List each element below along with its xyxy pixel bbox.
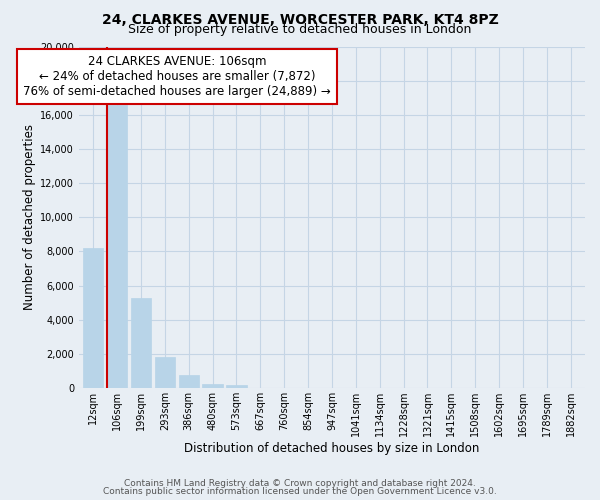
X-axis label: Distribution of detached houses by size in London: Distribution of detached houses by size … [184, 442, 479, 455]
Bar [155, 358, 175, 388]
Text: Contains HM Land Registry data © Crown copyright and database right 2024.: Contains HM Land Registry data © Crown c… [124, 478, 476, 488]
Bar [131, 298, 151, 388]
Text: Size of property relative to detached houses in London: Size of property relative to detached ho… [128, 22, 472, 36]
Bar [202, 384, 223, 388]
Text: Contains public sector information licensed under the Open Government Licence v3: Contains public sector information licen… [103, 487, 497, 496]
Bar [179, 376, 199, 388]
Text: 24 CLARKES AVENUE: 106sqm
← 24% of detached houses are smaller (7,872)
76% of se: 24 CLARKES AVENUE: 106sqm ← 24% of detac… [23, 55, 331, 98]
Bar [226, 385, 247, 388]
Y-axis label: Number of detached properties: Number of detached properties [23, 124, 36, 310]
Bar [107, 104, 127, 388]
Text: 24, CLARKES AVENUE, WORCESTER PARK, KT4 8PZ: 24, CLARKES AVENUE, WORCESTER PARK, KT4 … [101, 12, 499, 26]
Bar [83, 248, 103, 388]
